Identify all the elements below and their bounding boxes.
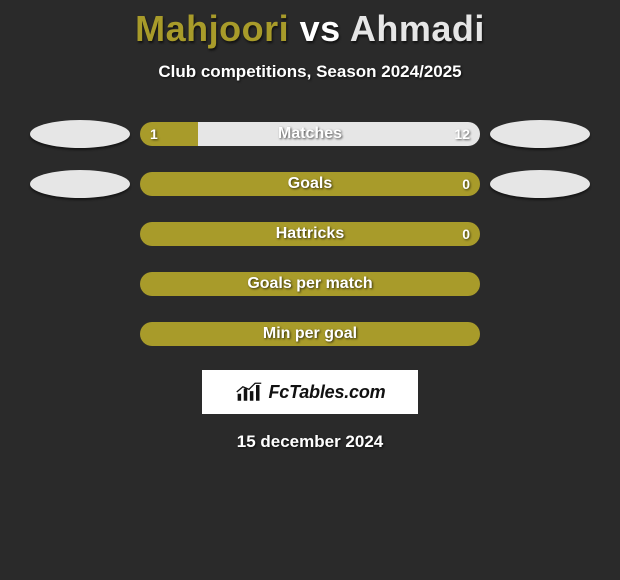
stat-bar: Min per goal <box>140 322 480 346</box>
bar-seg-left <box>140 222 480 246</box>
team-badge-left <box>30 170 130 198</box>
stat-bar: 0Hattricks <box>140 222 480 246</box>
team-badge-left <box>30 120 130 148</box>
stat-left-value: 1 <box>150 126 158 142</box>
stat-bar: Goals per match <box>140 272 480 296</box>
bar-seg-left <box>140 122 198 146</box>
date-text: 15 december 2024 <box>0 432 620 452</box>
title-vs: vs <box>300 8 341 49</box>
bar-chart-icon <box>235 381 263 403</box>
title-player2: Ahmadi <box>350 8 485 49</box>
stat-right-value: 12 <box>454 126 470 142</box>
stat-right-value: 0 <box>462 226 470 242</box>
stat-row: Min per goal <box>0 320 620 348</box>
bar-seg-left <box>140 322 480 346</box>
title-player1: Mahjoori <box>135 8 289 49</box>
stat-row: Goals per match <box>0 270 620 298</box>
stat-row: 0Goals <box>0 170 620 198</box>
brand-logo[interactable]: FcTables.com <box>202 370 418 414</box>
subtitle: Club competitions, Season 2024/2025 <box>0 62 620 82</box>
stat-row: 0Hattricks <box>0 220 620 248</box>
stats-block: 112Matches0Goals0HattricksGoals per matc… <box>0 120 620 348</box>
bar-seg-left <box>140 172 480 196</box>
team-badge-right <box>490 120 590 148</box>
stat-bar: 112Matches <box>140 122 480 146</box>
stat-bar: 0Goals <box>140 172 480 196</box>
stat-right-value: 0 <box>462 176 470 192</box>
bar-seg-left <box>140 272 480 296</box>
page-title: Mahjoori vs Ahmadi <box>0 8 620 50</box>
bar-seg-right <box>198 122 480 146</box>
comparison-card: Mahjoori vs Ahmadi Club competitions, Se… <box>0 0 620 580</box>
team-badge-right <box>490 170 590 198</box>
brand-text: FcTables.com <box>269 382 386 403</box>
stat-row: 112Matches <box>0 120 620 148</box>
